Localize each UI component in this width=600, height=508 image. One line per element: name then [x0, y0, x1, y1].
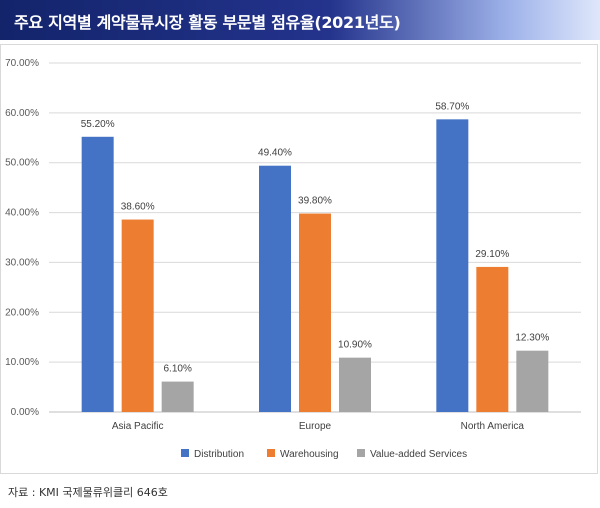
data-label: 55.20% — [81, 119, 115, 130]
chart-area: 0.00% 10.00% 20.00% 30.00% 40.00% 50.00% 60.00… — [0, 44, 598, 474]
y-tick-label: 30.00% — [5, 257, 39, 268]
bar — [339, 357, 371, 412]
page-title: 주요 지역별 계약물류시장 활동 부문별 점유율(2021년도) — [14, 13, 401, 32]
data-label: 10.90% — [338, 340, 372, 351]
legend-label: Value-added Services — [370, 449, 467, 460]
bar — [161, 381, 194, 412]
y-tick-label: 70.00% — [5, 58, 39, 69]
data-label: 12.30% — [515, 333, 549, 344]
bar-chart: 0.00% 10.00% 20.00% 30.00% 40.00% 50.00% 60.00… — [5, 58, 581, 460]
y-tick-label: 20.00% — [5, 307, 39, 318]
legend-swatch — [267, 449, 275, 457]
y-tick-label: 0.00% — [11, 407, 39, 418]
data-label: 39.80% — [298, 196, 332, 207]
bar — [516, 350, 549, 412]
legend-label: Distribution — [194, 449, 244, 460]
legend-swatch — [357, 449, 365, 457]
y-tick-label: 10.00% — [5, 357, 39, 368]
data-label: 49.40% — [258, 148, 292, 159]
legend-label: Warehousing — [280, 449, 339, 460]
bar — [476, 266, 509, 412]
x-tick-label: Asia Pacific — [112, 421, 164, 432]
data-label: 58.70% — [435, 101, 469, 112]
y-tick-label: 50.00% — [5, 158, 39, 169]
title-bar: 주요 지역별 계약물류시장 활동 부문별 점유율(2021년도) — [0, 0, 600, 40]
bar — [121, 219, 154, 412]
y-tick-label: 60.00% — [5, 108, 39, 119]
data-label: 38.60% — [121, 202, 155, 213]
source-note: 자료 : KMI 국제물류위클리 646호 — [8, 486, 168, 499]
bar — [436, 119, 469, 413]
data-label: 29.10% — [475, 249, 509, 260]
x-tick-label: North America — [461, 421, 525, 432]
y-tick-label: 40.00% — [5, 208, 39, 219]
bar — [81, 136, 114, 412]
data-label: 6.10% — [163, 364, 191, 375]
bar — [299, 213, 331, 412]
legend-swatch — [181, 449, 189, 457]
x-tick-label: Europe — [299, 421, 332, 432]
bar — [259, 165, 291, 412]
